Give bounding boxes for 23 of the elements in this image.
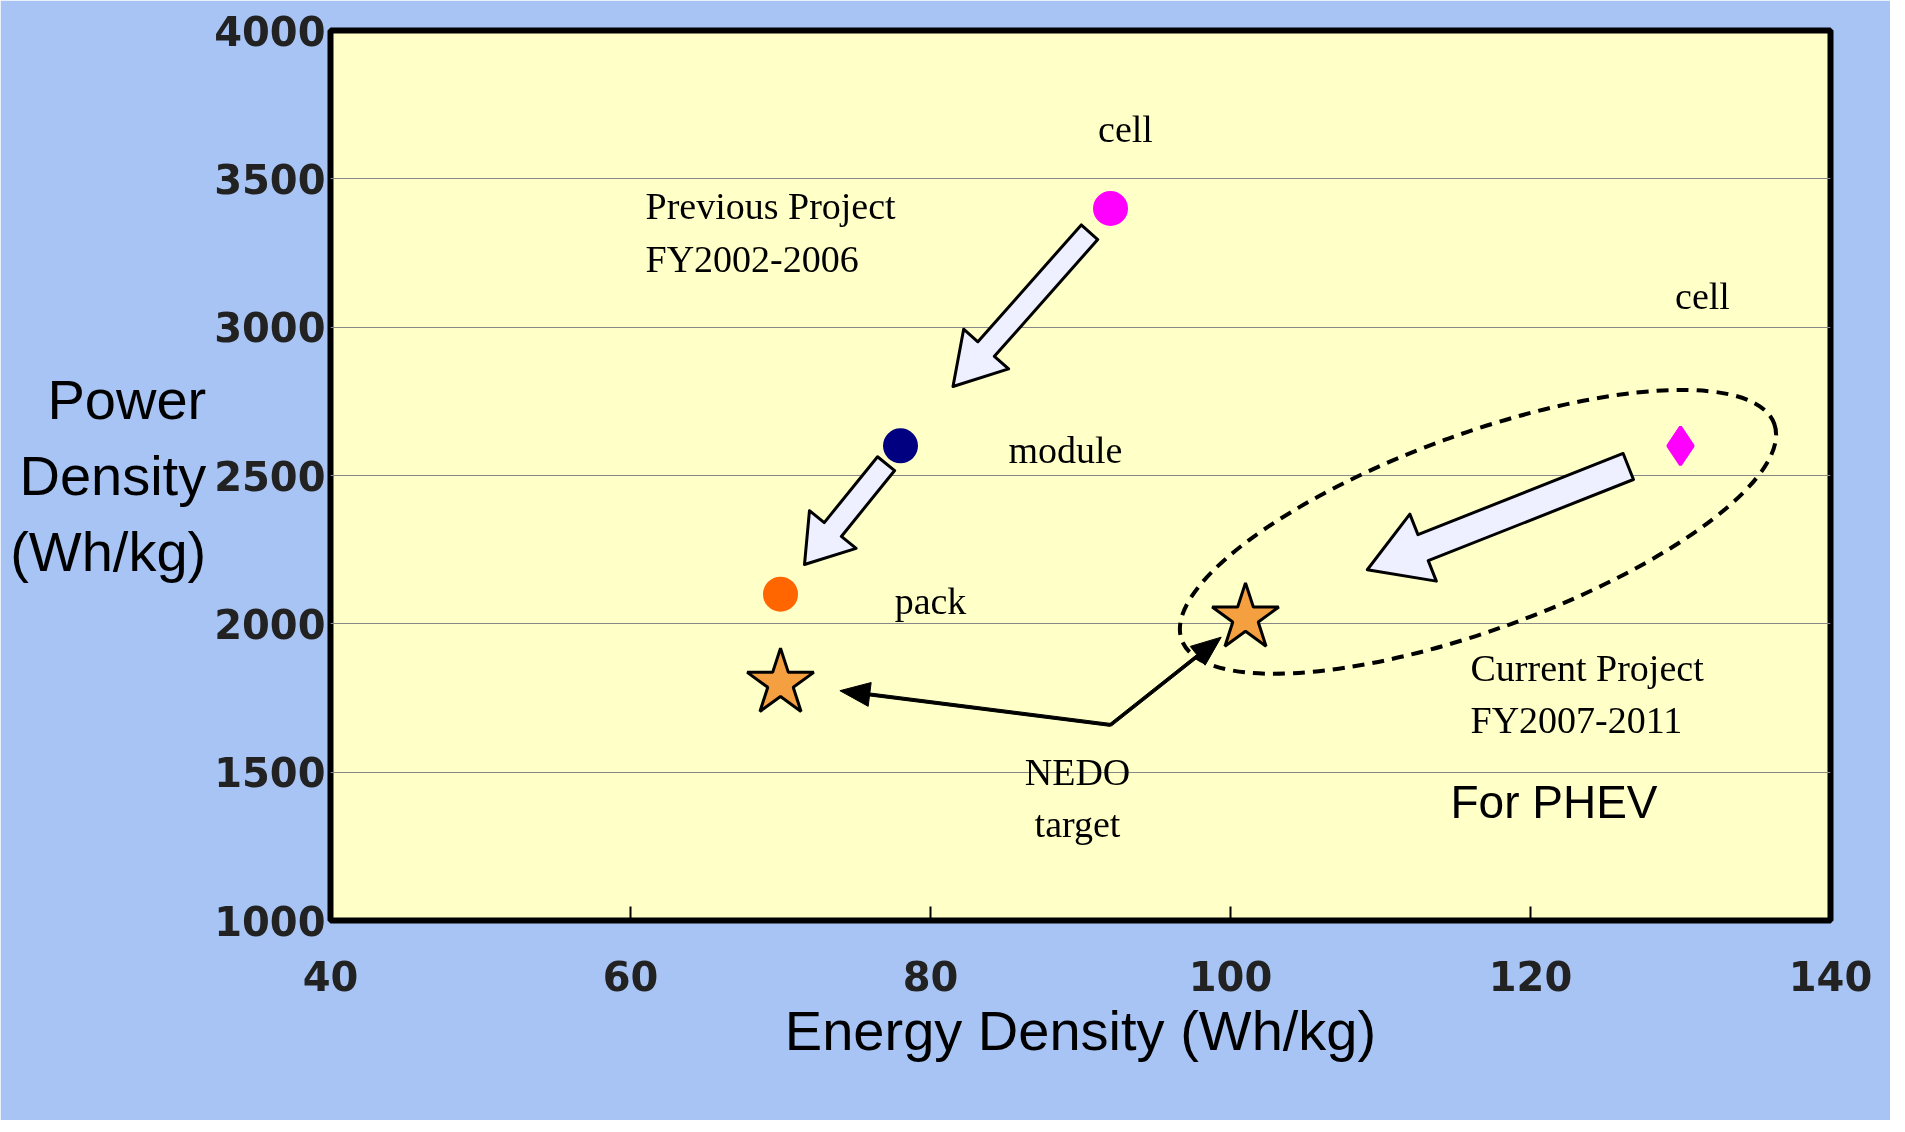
x-tick-label: 140 (1788, 953, 1873, 1000)
y-tick-label: 1500 (214, 750, 326, 797)
x-tick-label: 100 (1188, 953, 1273, 1000)
x-tick-label: 60 (602, 953, 659, 1000)
y-axis-title: Power Density (Wh/kg) (10, 368, 207, 583)
x-tick-label: 40 (302, 953, 359, 1000)
y-tick-label: 4000 (214, 8, 326, 55)
annotation: cell (1675, 274, 1730, 317)
x-tick-label: 120 (1488, 953, 1573, 1000)
annotation: Current Project FY2007-2011 (1470, 646, 1705, 742)
y-tick-label: 2000 (214, 601, 326, 648)
y-tick-label: 3500 (214, 156, 326, 203)
y-tick-label: 2500 (214, 453, 326, 500)
annotation: pack (894, 580, 967, 623)
annotation: NEDO target (1024, 750, 1131, 846)
x-axis-title: Energy Density (Wh/kg) (784, 998, 1377, 1062)
annotation: module (1008, 428, 1123, 471)
x-tick-label: 80 (902, 953, 959, 1000)
annotation: cell (1098, 107, 1153, 150)
annotation: For PHEV (1450, 775, 1658, 828)
annotation: Previous Project FY2002-2006 (645, 185, 897, 280)
y-tick-label: 3000 (214, 305, 326, 352)
y-tick-label: 1000 (214, 898, 326, 945)
